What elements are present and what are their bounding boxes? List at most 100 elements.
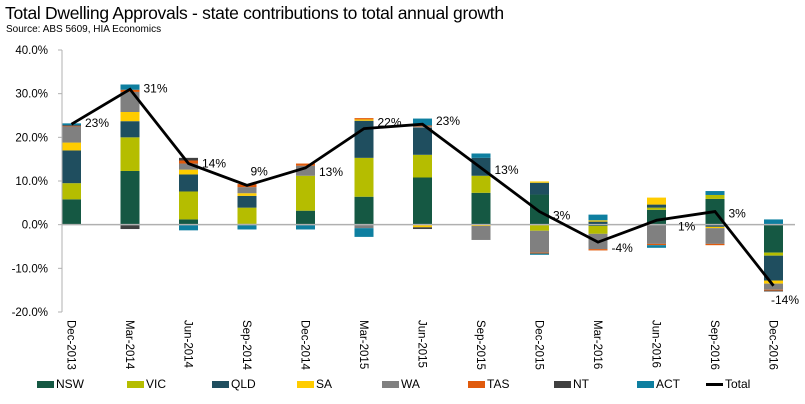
bar-segment-act: [354, 228, 374, 237]
legend-swatch: [382, 380, 399, 388]
total-line-layer: [70, 87, 775, 287]
bar-segment-wa: [296, 165, 315, 176]
bar-segment-qld: [179, 174, 198, 192]
bar-segment-qld: [354, 120, 374, 158]
legend-swatch: [127, 380, 144, 388]
legend-label: WA: [401, 377, 420, 391]
axes-layer: 40.0% 30.0% 20.0% 10.0% 0.0% -10.0% -20.0% Dec-…: [12, 45, 795, 370]
bar-segment-wa: [764, 283, 783, 290]
bar-segment-sa: [588, 220, 608, 222]
bar-segment-tas: [62, 125, 81, 127]
bars-layer: [62, 84, 783, 292]
bar-segment-sa: [120, 112, 140, 122]
legend-swatch: [37, 380, 54, 388]
legend-label: ACT: [656, 377, 680, 391]
labels-layer: 23% 31% 14% 9% 13% 22% 23% 13% 3% -4% 1% 3% -14%: [85, 81, 799, 306]
legend-label: QLD: [231, 377, 256, 391]
x-tick-label: Dec-2016: [767, 320, 779, 370]
bar-segment-act: [471, 153, 491, 158]
bar-segment-nsw: [471, 192, 491, 225]
bar-segment-tas: [354, 118, 374, 120]
legend-item-vic: VIC: [127, 377, 166, 391]
bar-segment-act: [764, 219, 783, 225]
bar-segment-act: [647, 245, 666, 248]
legend-swatch: [468, 380, 485, 388]
bar-segment-act: [120, 84, 140, 90]
legend-label: Total: [725, 377, 751, 391]
bar-segment-vic: [764, 252, 783, 256]
x-tick-label: Sep-2015: [474, 320, 486, 370]
legend-item-wa: WA: [382, 377, 420, 391]
total-data-label: -4%: [612, 241, 634, 255]
total-data-label: 22%: [378, 116, 402, 130]
bar-segment-sa: [179, 169, 198, 175]
x-tick-label: Sep-2016: [708, 320, 720, 370]
total-line: [70, 87, 775, 287]
bar-segment-act: [530, 253, 549, 255]
bar-segment-wa: [705, 228, 725, 244]
x-tick-label: Jun-2015: [416, 320, 428, 368]
bar-segment-tas: [588, 249, 608, 251]
legend-label: SA: [316, 377, 333, 391]
bar-segment-tas: [647, 243, 666, 246]
y-tick-label: -10.0%: [12, 263, 48, 275]
x-tick-label: Jun-2014: [182, 320, 194, 369]
total-data-label: -14%: [771, 293, 799, 307]
bar-segment-sa: [237, 193, 257, 196]
bar-segment-nsw: [296, 210, 315, 225]
bar-segment-wa: [647, 224, 666, 244]
bar-segment-nsw: [354, 196, 374, 225]
bar-segment-wa: [471, 225, 491, 240]
x-tick-label: Dec-2015: [533, 320, 545, 370]
bar-segment-wa: [179, 163, 198, 170]
bar-segment-qld: [120, 121, 140, 138]
total-data-label: 9%: [251, 164, 269, 178]
y-tick-label: 0.0%: [22, 220, 48, 232]
bar-segment-tas: [530, 252, 549, 254]
bar-segment-tas: [764, 289, 783, 291]
bar-segment-act: [296, 224, 315, 230]
bar-segment-vic: [647, 207, 666, 210]
x-tick-label: Mar-2014: [123, 320, 135, 370]
legend-line-swatch: [706, 382, 723, 386]
bar-segment-vic: [120, 137, 140, 171]
x-tick-label: Dec-2013: [65, 320, 77, 370]
chart-subtitle: Source: ABS 5609, HIA Economics: [6, 24, 162, 35]
total-data-label: 23%: [85, 116, 109, 130]
bar-segment-sa: [530, 181, 549, 183]
bar-segment-act: [179, 224, 198, 231]
bar-segment-vic: [588, 225, 608, 234]
y-tick-label: 30.0%: [15, 89, 48, 101]
total-data-label: 31%: [144, 81, 168, 95]
legend-item-qld: QLD: [212, 377, 256, 391]
bar-segment-vic: [237, 207, 257, 224]
bar-segment-sa: [705, 226, 725, 229]
bar-segment-vic: [354, 157, 374, 197]
bar-segment-nsw: [62, 199, 81, 225]
bar-segment-vic: [62, 183, 81, 200]
legend-item-sa: SA: [297, 377, 332, 391]
x-tick-label: Sep-2014: [240, 320, 252, 370]
legend-swatch: [212, 380, 229, 388]
bar-segment-nsw: [413, 177, 432, 225]
legend-swatch: [554, 380, 571, 388]
legend-item-act: ACT: [637, 377, 680, 391]
bar-segment-qld: [647, 204, 666, 208]
bar-segment-nsw: [179, 219, 198, 225]
legend-label: VIC: [146, 377, 167, 391]
bar-segment-vic: [413, 154, 432, 178]
bar-segment-qld: [413, 127, 432, 155]
bar-segment-sa: [354, 119, 374, 121]
x-tick-label: Mar-2016: [591, 320, 603, 369]
bar-segment-qld: [530, 182, 549, 195]
x-tick-label: Dec-2014: [299, 320, 311, 370]
bar-segment-vic: [705, 194, 725, 199]
legend-swatch: [297, 380, 314, 388]
chart-plot: 40.0% 30.0% 20.0% 10.0% 0.0% -10.0% -20.0% Dec-…: [12, 45, 800, 370]
x-tick-label: Mar-2015: [357, 320, 369, 369]
total-data-label: 13%: [495, 163, 519, 177]
bar-segment-act: [413, 118, 432, 126]
total-data-label: 3%: [553, 209, 571, 223]
total-data-label: 13%: [319, 165, 343, 179]
y-tick-label: 20.0%: [15, 132, 48, 144]
